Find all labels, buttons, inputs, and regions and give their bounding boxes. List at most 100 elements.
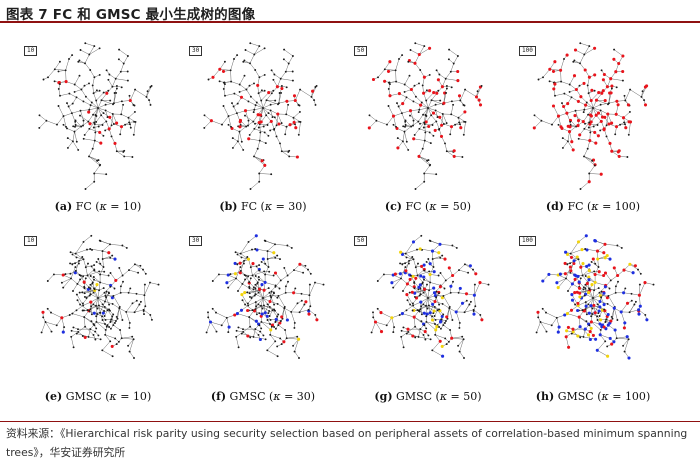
asset-node	[259, 131, 262, 134]
asset-node	[102, 287, 105, 290]
asset-node	[247, 124, 249, 127]
asset-node	[89, 287, 92, 290]
asset-node	[248, 295, 251, 298]
asset-node	[98, 289, 101, 292]
asset-node	[125, 310, 128, 313]
asset-node	[283, 307, 286, 310]
asset-node	[74, 266, 77, 269]
selected-node-red	[246, 308, 250, 313]
selected-node-red	[576, 99, 580, 103]
asset-node	[461, 335, 464, 338]
asset-node	[91, 84, 94, 87]
asset-node	[118, 266, 121, 269]
asset-node	[424, 338, 427, 341]
selected-node-blue	[468, 264, 472, 268]
selected-node-red	[311, 89, 315, 93]
selected-node-red	[411, 334, 415, 338]
asset-node	[299, 88, 302, 91]
asset-node	[582, 335, 585, 338]
selected-node-red	[593, 130, 597, 134]
asset-node	[89, 104, 92, 107]
asset-node	[120, 337, 123, 340]
kappa-tag: 30	[189, 46, 203, 56]
asset-node	[449, 291, 452, 294]
selected-node-blue	[589, 304, 593, 308]
asset-node	[89, 247, 92, 250]
selected-node-blue	[574, 274, 578, 278]
asset-node	[83, 295, 86, 298]
asset-node	[93, 139, 96, 142]
asset-node	[258, 76, 261, 79]
asset-node	[260, 320, 263, 323]
selected-node-blue	[472, 293, 476, 297]
asset-node	[254, 104, 257, 107]
asset-node	[232, 105, 235, 108]
selected-node-red	[422, 75, 426, 79]
asset-node	[110, 135, 113, 138]
asset-node	[133, 120, 136, 123]
selected-node-red	[282, 340, 286, 344]
asset-node	[429, 142, 432, 145]
asset-node	[598, 315, 601, 317]
asset-node	[300, 299, 303, 302]
asset-node	[122, 103, 125, 106]
asset-node	[80, 125, 83, 128]
asset-node	[95, 320, 98, 323]
asset-node	[86, 248, 88, 251]
asset-node	[561, 102, 563, 105]
asset-node	[396, 137, 399, 140]
asset-node	[634, 300, 637, 303]
asset-node	[84, 277, 87, 280]
asset-node	[249, 325, 252, 328]
selected-node-blue	[472, 312, 476, 316]
selected-node-red	[445, 315, 449, 319]
asset-node	[101, 258, 104, 260]
asset-node	[422, 126, 425, 129]
asset-node	[119, 70, 122, 73]
selected-node-red	[563, 261, 567, 265]
asset-node	[277, 324, 280, 327]
asset-node	[104, 323, 106, 325]
asset-node	[79, 303, 82, 306]
asset-node	[112, 123, 115, 125]
asset-node	[102, 266, 105, 268]
asset-node	[296, 335, 299, 338]
selected-node-red	[449, 125, 454, 129]
asset-node	[231, 102, 233, 105]
panel-fc-50: 50 (c) FC (κ = 50)	[348, 40, 508, 225]
asset-node	[439, 272, 442, 274]
asset-node	[93, 269, 96, 272]
asset-node	[275, 135, 278, 138]
asset-node	[119, 133, 122, 136]
selected-node-red	[438, 285, 442, 289]
asset-node	[135, 292, 138, 295]
asset-node	[79, 278, 82, 281]
asset-node	[143, 313, 145, 316]
selected-node-red	[597, 91, 601, 95]
asset-node	[249, 336, 252, 339]
asset-node	[463, 357, 465, 359]
asset-node	[591, 307, 594, 310]
asset-node	[258, 45, 261, 48]
asset-node	[423, 123, 426, 126]
asset-node	[132, 133, 135, 136]
asset-node	[619, 123, 622, 126]
selected-node-red	[569, 308, 574, 312]
selected-node-red	[612, 266, 616, 270]
selected-node-red	[617, 61, 621, 66]
asset-node	[102, 134, 105, 137]
asset-node	[126, 70, 129, 73]
asset-node	[124, 123, 127, 126]
asset-node	[409, 274, 412, 277]
selected-node-blue	[558, 272, 562, 276]
selected-node-blue	[585, 264, 589, 268]
asset-node	[101, 303, 104, 306]
asset-node	[605, 318, 608, 321]
asset-node	[428, 73, 431, 76]
asset-node	[258, 269, 261, 272]
asset-node	[279, 258, 281, 261]
asset-node	[414, 336, 417, 339]
asset-node	[59, 94, 61, 97]
selected-node-red	[119, 125, 124, 129]
selected-node-red	[251, 262, 255, 266]
